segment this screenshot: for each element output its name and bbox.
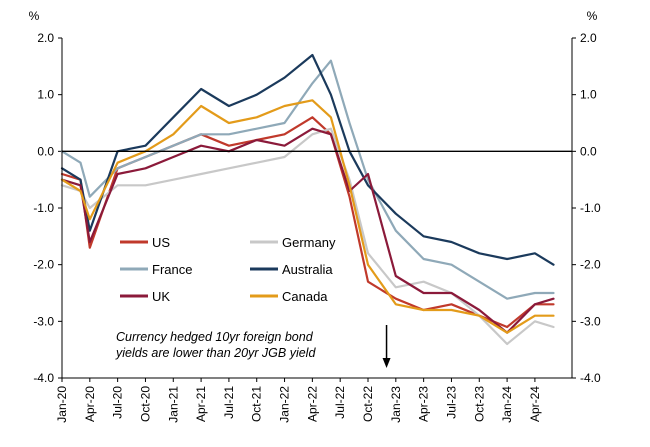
series-line-australia	[60, 53, 555, 266]
legend-label-australia: Australia	[282, 262, 333, 277]
right-unit-label: %	[587, 9, 598, 23]
x-tick-label: Oct-20	[138, 386, 152, 422]
x-tick-label: Oct-22	[361, 386, 375, 422]
x-tick-label: Apr-24	[528, 386, 542, 422]
legend-label-france: France	[152, 262, 192, 277]
annotation: Currency hedged 10yr foreign bond yields…	[115, 330, 316, 360]
x-tick-label: Jan-23	[389, 386, 403, 423]
x-tick-label: Apr-22	[305, 386, 319, 422]
series-line-uk	[60, 127, 555, 334]
x-tick-label: Jan-20	[55, 386, 69, 423]
series-lines	[60, 53, 555, 346]
y-tick-label-right: -1.0	[580, 201, 601, 215]
y-tick-label-right: 0.0	[580, 144, 597, 158]
y-tick-label-left: 0.0	[37, 144, 54, 158]
legend-label-germany: Germany	[282, 235, 336, 250]
x-tick-label: Jul-20	[111, 386, 125, 419]
y-tick-label-right: -2.0	[580, 258, 601, 272]
legend-label-uk: UK	[152, 289, 170, 304]
x-tick-label: Jan-22	[278, 386, 292, 423]
x-tick-label: Jul-21	[222, 386, 236, 419]
x-tick-label: Oct-21	[250, 386, 264, 422]
annotation-arrow-head	[382, 358, 391, 368]
legend-label-us: US	[152, 235, 170, 250]
x-tick-label: Apr-20	[83, 386, 97, 422]
legend: US Germany France Australia UK Canada	[120, 235, 336, 304]
x-tick-label: Jul-23	[444, 386, 458, 419]
y-tick-label-right: 1.0	[580, 88, 597, 102]
y-tick-label-right: -3.0	[580, 314, 601, 328]
y-tick-label-left: -3.0	[33, 314, 54, 328]
x-tick-label: Jul-22	[333, 386, 347, 419]
right-y-axis-ticks: 2.0 1.0 0.0 -1.0 -2.0 -3.0 -4.0	[572, 31, 601, 385]
series-line-france	[60, 59, 555, 300]
annotation-line-1: Currency hedged 10yr foreign bond	[116, 330, 314, 344]
y-tick-label-right: -4.0	[580, 371, 601, 385]
annotation-line-2: yields are lower than 20yr JGB yield	[115, 346, 316, 360]
y-tick-label-left: -1.0	[33, 201, 54, 215]
left-y-axis-ticks: 2.0 1.0 0.0 -1.0 -2.0 -3.0 -4.0	[33, 31, 62, 385]
x-axis-ticks: Jan-20 Apr-20 Jul-20 Oct-20 Jan-21 Apr-21 Jul-…	[55, 378, 542, 423]
x-tick-label: Oct-23	[472, 386, 486, 422]
legend-label-canada: Canada	[282, 289, 328, 304]
series-line-canada	[60, 99, 555, 334]
series-line-germany	[60, 127, 555, 346]
y-tick-label-left: -4.0	[33, 371, 54, 385]
x-tick-label: Jan-24	[500, 386, 514, 423]
annotation-arrow	[382, 325, 391, 368]
x-tick-label: Apr-23	[417, 386, 431, 422]
x-tick-label: Jan-21	[166, 386, 180, 423]
y-tick-label-left: 1.0	[37, 88, 54, 102]
y-tick-label-left: 2.0	[37, 31, 54, 45]
left-unit-label: %	[29, 9, 40, 23]
y-tick-label-right: 2.0	[580, 31, 597, 45]
x-tick-label: Apr-21	[194, 386, 208, 422]
y-tick-label-left: -2.0	[33, 258, 54, 272]
